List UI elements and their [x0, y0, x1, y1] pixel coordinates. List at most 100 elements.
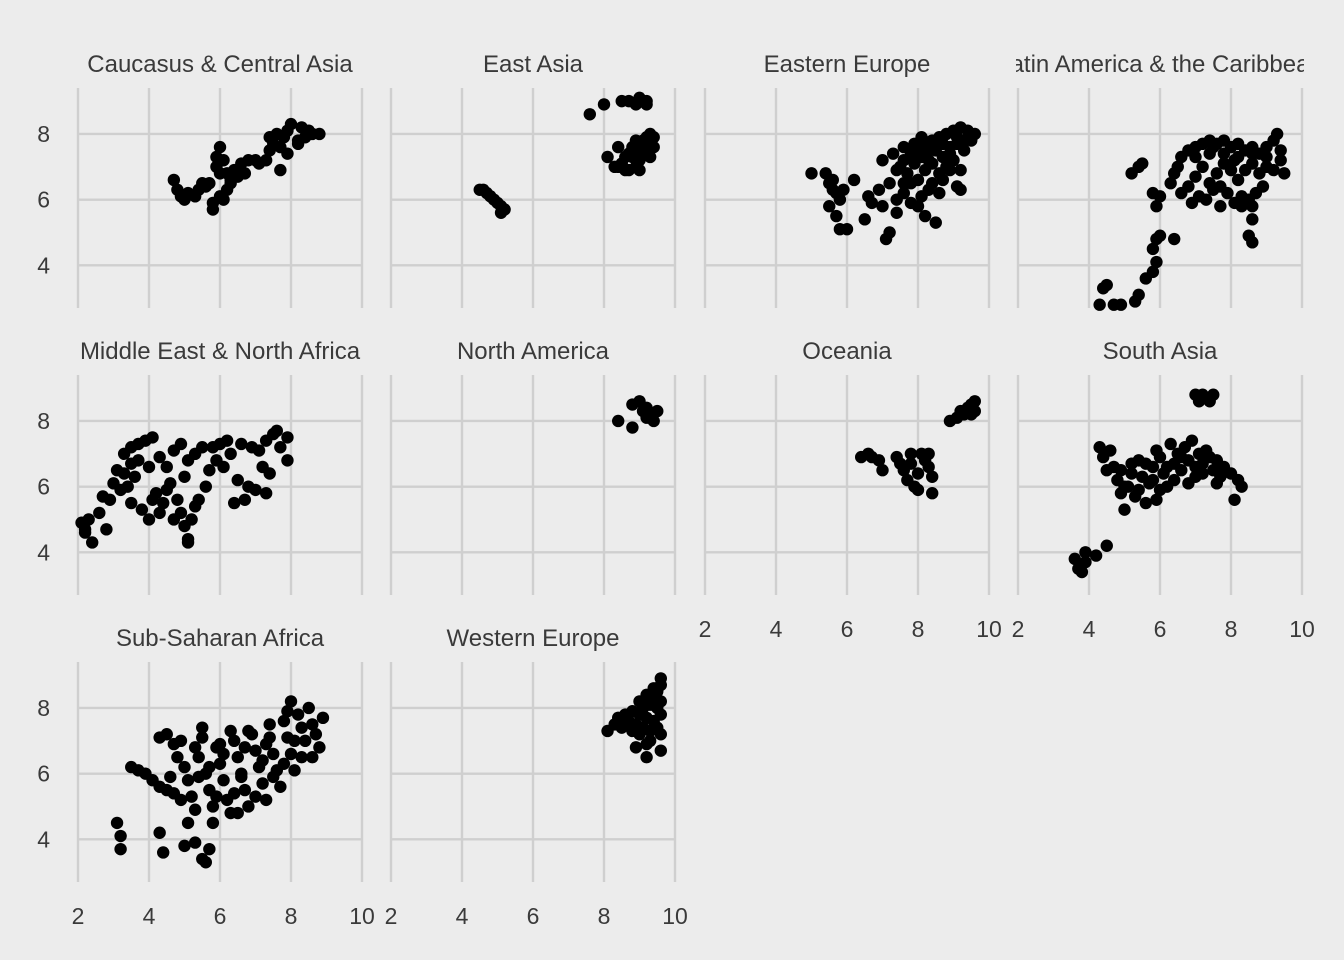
data-point — [876, 200, 889, 213]
data-point — [142, 513, 156, 526]
data-point — [1207, 140, 1220, 154]
facet-panel: East Asia — [389, 51, 677, 308]
data-point — [235, 770, 248, 784]
data-point — [1217, 147, 1231, 160]
data-point — [943, 163, 957, 177]
y-tick-label: 6 — [37, 474, 50, 500]
data-point — [823, 200, 836, 213]
data-point — [238, 167, 252, 180]
data-point — [185, 790, 198, 803]
data-point — [1160, 460, 1174, 474]
data-point — [1256, 180, 1270, 193]
data-point — [288, 734, 301, 748]
data-point — [1246, 157, 1259, 170]
data-point — [249, 483, 262, 497]
data-point — [238, 783, 252, 797]
data-point — [615, 721, 628, 734]
data-point — [872, 183, 886, 196]
data-point — [284, 117, 298, 131]
data-point — [1196, 160, 1209, 174]
data-point — [306, 718, 319, 731]
data-point — [188, 741, 202, 754]
data-point — [601, 150, 614, 164]
facet-panel: Caucasus & Central Asia 4 6 8 — [37, 51, 364, 308]
data-point — [157, 496, 170, 510]
data-point — [1168, 232, 1181, 246]
data-point — [1139, 496, 1153, 510]
data-point — [217, 193, 230, 206]
data-point — [858, 213, 871, 226]
data-point — [926, 487, 939, 500]
x-tick-label: 4 — [1083, 616, 1096, 642]
data-point — [1189, 170, 1202, 183]
data-point — [1079, 555, 1092, 569]
facet-title: Caucasus & Central Asia — [87, 51, 353, 78]
x-tick-label: 6 — [841, 616, 854, 642]
data-point — [926, 470, 939, 483]
data-point — [259, 487, 273, 500]
data-point — [965, 134, 978, 147]
data-point — [313, 127, 326, 141]
data-point — [1246, 200, 1259, 213]
data-point — [583, 108, 596, 121]
data-point — [498, 203, 511, 216]
data-point — [178, 839, 191, 853]
data-point — [267, 747, 280, 761]
data-point — [1207, 388, 1220, 401]
x-tick-label: 6 — [214, 903, 227, 929]
data-point — [1224, 163, 1238, 177]
data-point — [936, 137, 950, 151]
data-point — [206, 203, 220, 216]
data-point — [164, 477, 177, 490]
data-point — [901, 167, 914, 180]
data-point — [1125, 457, 1138, 470]
data-point — [295, 751, 308, 764]
data-point — [654, 708, 667, 721]
data-point — [1182, 477, 1195, 490]
data-point — [277, 757, 291, 770]
data-point — [117, 467, 131, 480]
data-point — [965, 408, 978, 421]
data-point — [612, 160, 625, 174]
data-point — [128, 470, 141, 483]
data-point — [1132, 288, 1145, 302]
data-point — [199, 480, 212, 493]
y-tick-label: 6 — [37, 761, 50, 787]
data-point — [1185, 196, 1199, 210]
data-point — [153, 450, 166, 464]
data-point — [235, 437, 248, 451]
data-point — [1168, 473, 1181, 487]
data-point — [192, 493, 205, 506]
data-point — [284, 747, 298, 761]
data-point — [171, 493, 184, 506]
data-point — [242, 800, 255, 813]
y-tick-label: 4 — [37, 539, 50, 565]
data-point — [647, 414, 660, 428]
data-point — [213, 140, 227, 154]
data-point — [612, 140, 625, 154]
data-point — [274, 163, 287, 177]
facet-title: Sub-Saharan Africa — [116, 625, 325, 652]
data-point — [886, 147, 900, 160]
data-point — [1235, 200, 1248, 213]
data-point — [1114, 464, 1128, 477]
data-point — [157, 846, 170, 859]
data-point — [291, 708, 305, 721]
data-point — [1068, 552, 1082, 566]
data-point — [203, 177, 216, 190]
data-point — [217, 774, 230, 787]
data-point — [309, 728, 323, 741]
facet-title: East Asia — [483, 51, 584, 78]
data-point — [1150, 200, 1163, 213]
facet-title: Oceania — [802, 338, 892, 365]
data-point — [647, 682, 660, 695]
data-point — [316, 711, 330, 725]
data-point — [911, 467, 925, 480]
data-point — [830, 209, 843, 223]
data-point — [1260, 150, 1273, 164]
data-point — [1235, 480, 1248, 493]
data-point — [231, 473, 244, 487]
x-tick-label: 4 — [770, 616, 783, 642]
data-point — [228, 734, 241, 748]
data-point — [267, 770, 280, 784]
